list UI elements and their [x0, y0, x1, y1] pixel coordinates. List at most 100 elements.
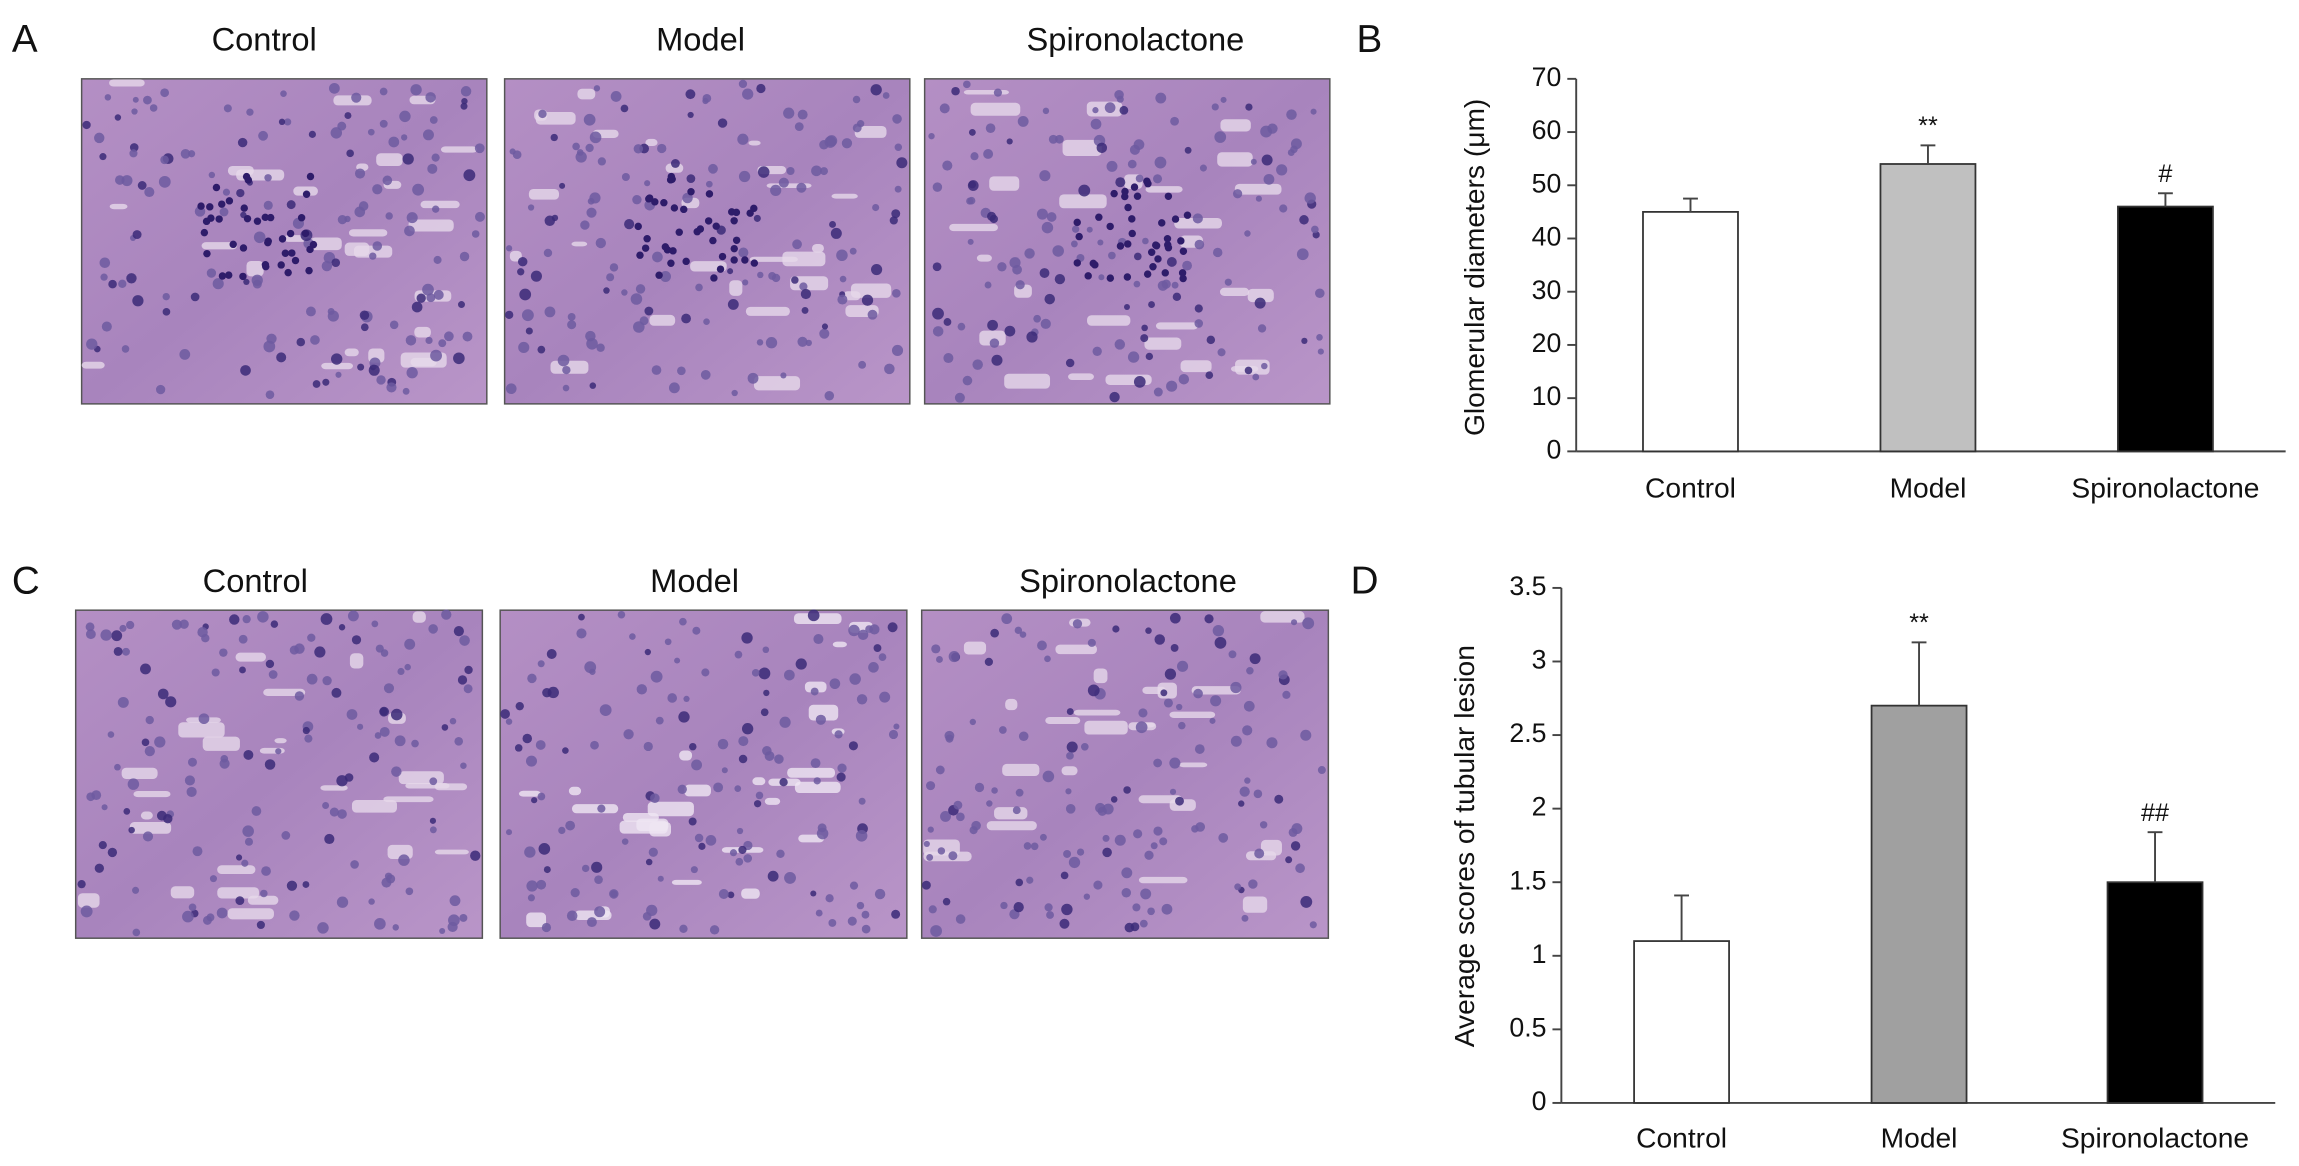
glomerulus-cell [202, 217, 211, 226]
nucleus [770, 184, 782, 196]
nucleus [841, 138, 853, 149]
nucleus [621, 838, 629, 845]
nucleus [1232, 189, 1243, 199]
nucleus [778, 177, 789, 188]
nucleus [394, 735, 406, 747]
nucleus [119, 624, 127, 632]
glomerulus-cell [1178, 269, 1187, 277]
nucleus [1019, 631, 1027, 638]
image-title: Control [212, 20, 317, 57]
nucleus [140, 663, 151, 675]
nucleus [243, 749, 254, 760]
glomerulus-cell [284, 268, 292, 277]
nucleus [1228, 650, 1237, 659]
nucleus [1214, 636, 1227, 649]
nucleus [422, 129, 434, 141]
nucleus [241, 859, 249, 867]
nucleus [1154, 634, 1166, 645]
nucleus [889, 216, 898, 225]
nucleus [347, 610, 359, 622]
nucleus [132, 886, 140, 894]
nucleus [1133, 829, 1143, 839]
nucleus [729, 849, 738, 857]
lumen [745, 306, 790, 316]
nucleus [780, 372, 787, 379]
nucleus [932, 262, 942, 272]
nucleus [595, 237, 607, 249]
nucleus [1160, 689, 1168, 697]
nucleus [242, 825, 254, 837]
nucleus [562, 747, 569, 754]
bar [2117, 205, 2214, 453]
nucleus [461, 97, 468, 105]
glomerulus-cell [1161, 269, 1169, 277]
nucleus [1059, 918, 1070, 929]
nucleus [263, 200, 273, 210]
lumen [235, 652, 266, 662]
glomerulus-cell [264, 237, 272, 245]
nucleus [505, 829, 513, 836]
nucleus [154, 736, 166, 748]
nucleus [1154, 156, 1167, 169]
nucleus [367, 128, 375, 136]
glomerulus-cell [712, 222, 720, 230]
nucleus [736, 827, 744, 835]
nucleus [1279, 204, 1288, 213]
nucleus [320, 613, 333, 625]
nucleus [265, 390, 275, 399]
nucleus [500, 709, 510, 719]
nucleus [304, 734, 313, 743]
nucleus [679, 924, 688, 933]
nucleus [997, 262, 1007, 272]
nucleus [743, 854, 753, 863]
glomerulus-cell [741, 256, 749, 264]
lumen [170, 886, 195, 899]
glomerulus-cell [1147, 248, 1156, 256]
glomerulus-cell [239, 244, 248, 252]
lumen [577, 88, 596, 100]
nucleus [839, 275, 847, 283]
nucleus [635, 284, 646, 294]
nucleus [1315, 288, 1325, 299]
nucleus [388, 136, 400, 148]
lumen [518, 790, 541, 797]
nucleus [926, 853, 934, 861]
x-tick-label: Spironolactone [2061, 1121, 2249, 1153]
nucleus [1244, 366, 1253, 375]
nucleus [1014, 626, 1023, 635]
nucleus [344, 112, 352, 120]
nucleus [984, 281, 992, 289]
nucleus [597, 804, 606, 813]
nucleus [260, 889, 268, 898]
nucleus [1194, 304, 1203, 313]
lumen [263, 688, 306, 696]
nucleus [688, 817, 697, 826]
nucleus [779, 778, 788, 787]
nucleus [683, 695, 690, 702]
glomerulus-cell [206, 203, 214, 211]
nucleus [821, 323, 829, 330]
lumen [434, 783, 468, 791]
nucleus [677, 366, 686, 376]
nucleus [376, 375, 386, 385]
nucleus [1114, 339, 1126, 350]
y-tick-label: 3 [1532, 645, 1547, 675]
lumen [684, 784, 711, 797]
nucleus [145, 715, 154, 725]
nucleus [399, 110, 411, 123]
nucleus [1039, 268, 1050, 278]
y-tick-label: 70 [1532, 62, 1562, 92]
nucleus [265, 659, 275, 669]
nucleus [86, 338, 98, 350]
lumen [201, 242, 238, 250]
nucleus [811, 165, 822, 177]
glomerulus-cell [297, 213, 306, 222]
nucleus [751, 668, 760, 677]
nucleus [691, 759, 703, 771]
nucleus [617, 610, 626, 619]
y-tick-label: 0 [1547, 434, 1562, 464]
nucleus [858, 797, 866, 805]
x-tick-label: Control [1645, 471, 1736, 503]
glomerulus-cell [641, 244, 650, 252]
nucleus [1242, 725, 1253, 736]
